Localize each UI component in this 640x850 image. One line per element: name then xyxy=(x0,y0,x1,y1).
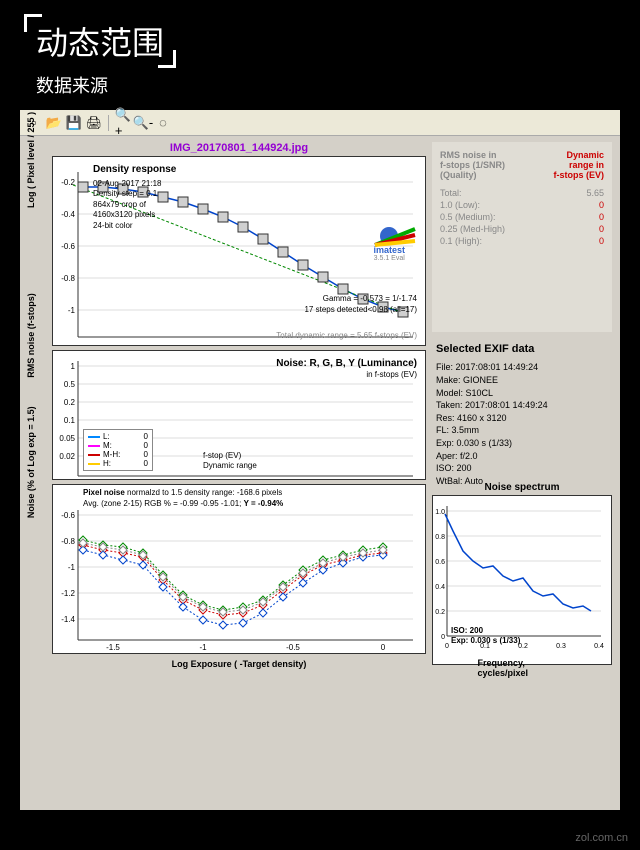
svg-text:0.4: 0.4 xyxy=(435,584,445,591)
exif-row: FL: 3.5mm xyxy=(436,424,608,437)
chart2-title: Noise: R, G, B, Y (Luminance) xyxy=(276,357,417,370)
pixel-noise-chart: Noise (% of Log exp = 1.5) Log Exposure … xyxy=(52,484,426,654)
chart3-ylabel: Noise (% of Log exp = 1.5) xyxy=(26,406,36,518)
chart3-xlabel: Log Exposure ( -Target density) xyxy=(172,659,307,669)
exif-row: Taken: 2017:08:01 14:49:24 xyxy=(436,399,608,412)
svg-text:0.5: 0.5 xyxy=(64,380,76,389)
svg-text:-1: -1 xyxy=(199,643,207,652)
right-column: RMS noise in f-stops (1/SNR) (Quality) D… xyxy=(432,142,612,665)
svg-text:0.02: 0.02 xyxy=(59,452,75,461)
spectrum-exp: Exp: 0.030 s (1/33) xyxy=(451,636,520,646)
svg-text:-0.8: -0.8 xyxy=(61,274,75,283)
chart2-sub: in f-stops (EV) xyxy=(276,370,417,380)
exif-title: Selected EXIF data xyxy=(436,342,608,357)
fstop-label: f-stop (EV) xyxy=(203,451,241,461)
density-response-chart: Log ( Pixel level / 255 ) -0.2-0.4-0.6-0… xyxy=(52,156,426,346)
svg-text:-1.4: -1.4 xyxy=(61,615,75,624)
print-icon[interactable]: 🖨 xyxy=(86,115,102,131)
svg-text:-0.6: -0.6 xyxy=(61,511,75,520)
corner-decoration xyxy=(158,50,176,68)
open-icon[interactable]: 📂 xyxy=(46,115,62,131)
chart3-avg: Avg. (zone 2-15) RGB % = -0.99 -0.95 -1.… xyxy=(83,499,241,508)
separator xyxy=(108,115,109,131)
title-text: 动态范围 xyxy=(36,25,164,61)
corner-decoration xyxy=(24,14,42,32)
svg-text:0.1: 0.1 xyxy=(64,416,76,425)
svg-text:0.2: 0.2 xyxy=(64,398,76,407)
steps-text: 17 steps detected<0.98 (all=17) xyxy=(304,305,417,315)
exif-row: ISO: 200 xyxy=(436,462,608,475)
chart1-ylabel: Log ( Pixel level / 255 ) xyxy=(26,112,36,208)
chart1-meta: 02-Aug-2017 21:18Density step = 0.1864x7… xyxy=(93,179,162,231)
rp-h1: RMS noise in f-stops (1/SNR) (Quality) xyxy=(440,150,505,180)
svg-text:0.8: 0.8 xyxy=(435,534,445,541)
spectrum-xlabel: Frequency, cycles/pixel xyxy=(478,658,567,678)
svg-text:-0.8: -0.8 xyxy=(61,537,75,546)
imatest-window: ▫ 📂 💾 🖨 🔍+ 🔍- ◌ IMG_20170801_144924.jpg … xyxy=(20,110,620,810)
chart3-svg: -0.6 -0.8 -1 -1.2 -1.4 -1.5 -1 -0.5 0 xyxy=(53,485,425,655)
chart3-title: Pixel noise xyxy=(83,488,125,497)
chart2-ylabel: RMS noise (f-stops) xyxy=(26,293,36,378)
svg-text:1: 1 xyxy=(71,362,76,371)
save-icon[interactable]: 💾 xyxy=(66,115,82,131)
imatest-logo: imatest 3.5.1 Eval xyxy=(373,227,405,262)
svg-text:-0.4: -0.4 xyxy=(61,210,75,219)
exif-row: Make: GIONEE xyxy=(436,374,608,387)
gamma-text: Gamma = -0.573 = 1/-1.74 xyxy=(304,294,417,304)
chart3-sub: normalzd to 1.5 density range: -168.6 pi… xyxy=(127,488,282,497)
svg-text:-1.2: -1.2 xyxy=(61,589,75,598)
svg-text:0.3: 0.3 xyxy=(556,643,566,650)
svg-text:1.0: 1.0 xyxy=(435,509,445,516)
svg-text:0: 0 xyxy=(445,643,449,650)
svg-text:0: 0 xyxy=(441,634,445,641)
noise-rgby-chart: RMS noise (f-stops) 10.50.20.10.050.02 N… xyxy=(52,350,426,480)
chart2-legend: L:0M:0M-H:0H:0 xyxy=(83,429,153,471)
exif-panel: Selected EXIF data File: 2017:08:01 14:4… xyxy=(432,338,612,491)
spectrum-iso: ISO: 200 xyxy=(451,626,483,636)
svg-text:-1: -1 xyxy=(68,563,76,572)
refresh-icon[interactable]: ◌ xyxy=(155,115,171,131)
zoom-in-icon[interactable]: 🔍+ xyxy=(115,115,131,131)
noise-spectrum-chart: Noise spectrum 1.00.80.60.40.2000.10.20.… xyxy=(432,495,612,665)
exif-row: File: 2017:08:01 14:49:24 xyxy=(436,361,608,374)
exif-row: Exp: 0.030 s (1/33) xyxy=(436,437,608,450)
subtitle: 数据来源 xyxy=(36,72,172,98)
svg-text:0: 0 xyxy=(381,643,386,652)
svg-text:-1: -1 xyxy=(68,306,76,315)
svg-text:-0.6: -0.6 xyxy=(61,242,75,251)
svg-text:-0.5: -0.5 xyxy=(286,643,300,652)
svg-text:0.6: 0.6 xyxy=(435,559,445,566)
svg-text:0.2: 0.2 xyxy=(435,609,445,616)
zoom-out-icon[interactable]: 🔍- xyxy=(135,115,151,131)
exif-row: Res: 4160 x 3120 xyxy=(436,412,608,425)
toolbar: ▫ 📂 💾 🖨 🔍+ 🔍- ◌ xyxy=(20,110,620,136)
dynamic-range-panel: RMS noise in f-stops (1/SNR) (Quality) D… xyxy=(432,142,612,332)
rp-h2: Dynamic range in f-stops (EV) xyxy=(554,150,605,180)
chart1-title: Density response xyxy=(93,163,176,176)
watermark: zol.com.cn xyxy=(575,832,628,844)
spectrum-title: Noise spectrum xyxy=(484,482,559,493)
page-title: 动态范围 xyxy=(28,18,172,64)
dr-text: Total dynamic range = 5.65 f-stops (EV) xyxy=(276,331,417,341)
exif-row: Aper: f/2.0 xyxy=(436,450,608,463)
exif-row: Model: S10CL xyxy=(436,387,608,400)
svg-text:-1.5: -1.5 xyxy=(106,643,120,652)
filename: IMG_20170801_144924.jpg xyxy=(52,142,426,154)
svg-text:0.4: 0.4 xyxy=(594,643,604,650)
dr-label: Dynamic range xyxy=(203,461,257,471)
chart3-avgY: Y = -0.94% xyxy=(244,499,284,508)
svg-text:0.05: 0.05 xyxy=(59,434,75,443)
